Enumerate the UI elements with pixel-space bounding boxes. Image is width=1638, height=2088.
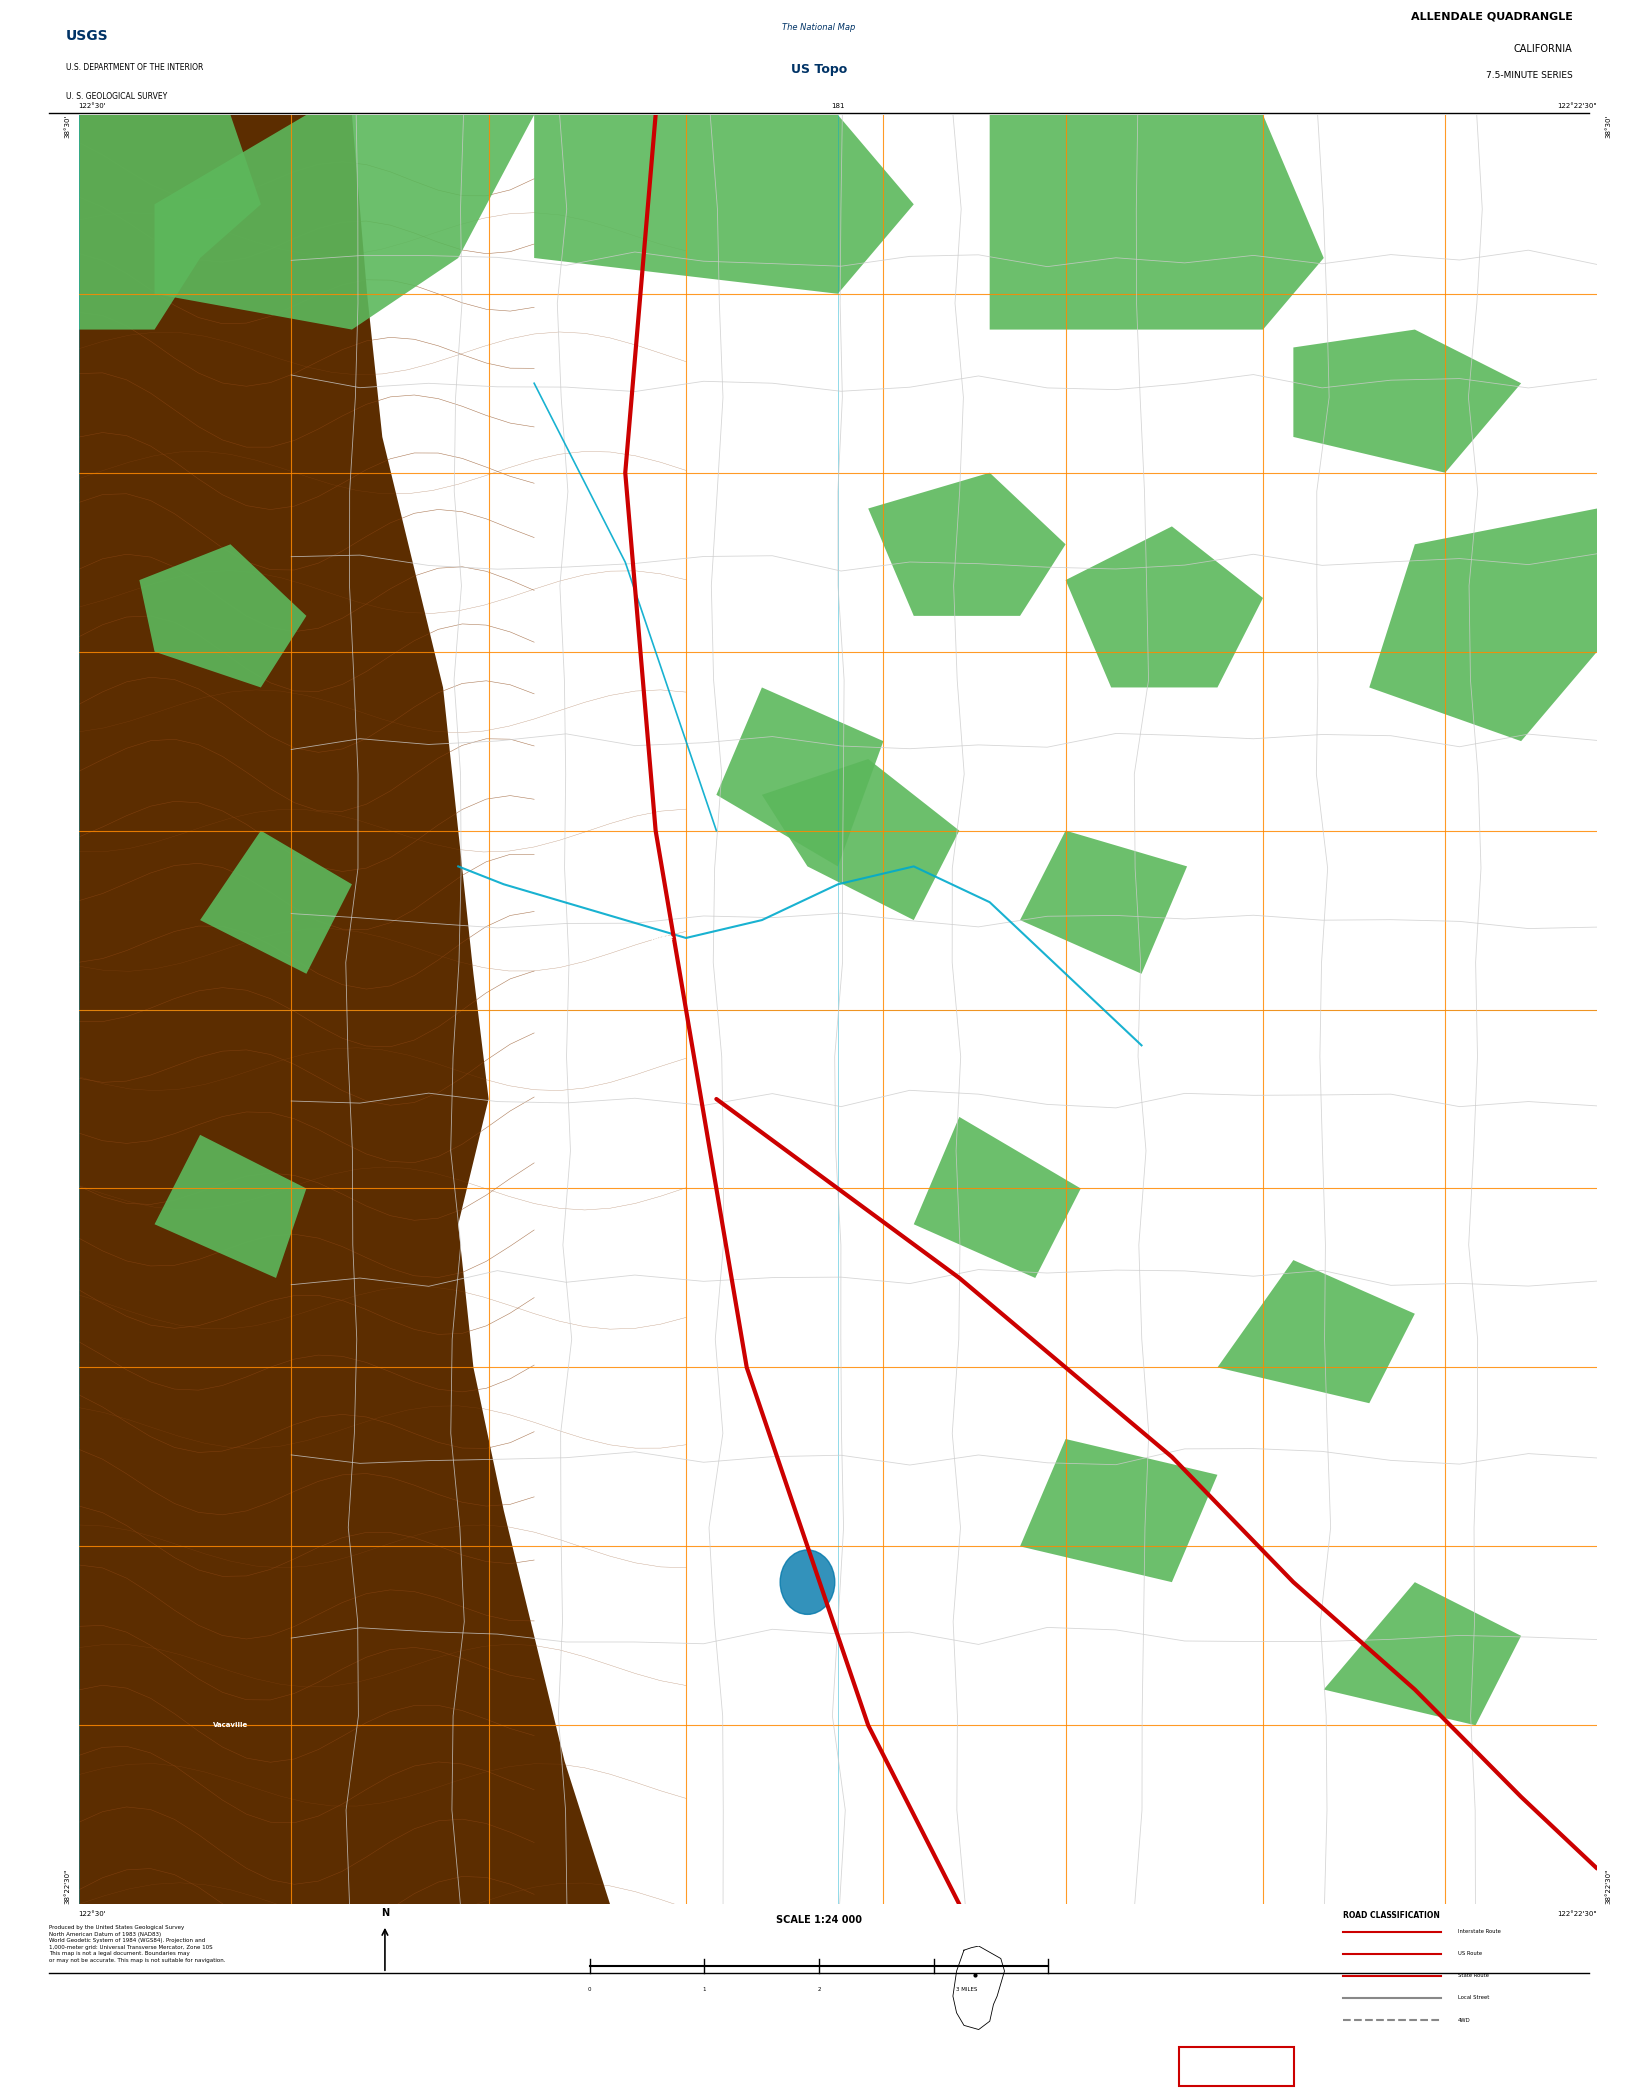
Polygon shape (1217, 1259, 1415, 1403)
Text: 1: 1 (703, 1988, 706, 1992)
Polygon shape (154, 115, 534, 330)
Text: Local Street: Local Street (1458, 1996, 1489, 2000)
Polygon shape (200, 831, 352, 973)
Bar (1179, 2046, 1294, 2086)
Text: The National Map: The National Map (783, 23, 855, 31)
Polygon shape (79, 115, 609, 1904)
Text: Allendale: Allendale (637, 935, 675, 942)
Polygon shape (79, 115, 260, 330)
Text: 2: 2 (817, 1988, 821, 1992)
Polygon shape (534, 115, 914, 294)
Text: CALIFORNIA: CALIFORNIA (1514, 44, 1572, 54)
Polygon shape (989, 115, 1324, 330)
Polygon shape (139, 545, 306, 687)
Polygon shape (1369, 509, 1597, 741)
Text: 122°22'30": 122°22'30" (1558, 102, 1597, 109)
Polygon shape (868, 472, 1066, 616)
Text: State Route: State Route (1458, 1973, 1489, 1979)
Text: US Route: US Route (1458, 1952, 1482, 1956)
Text: USGS: USGS (66, 29, 108, 42)
Text: 38°22'30": 38°22'30" (64, 1869, 70, 1904)
Text: Produced by the United States Geological Survey
North American Datum of 1983 (NA: Produced by the United States Geological… (49, 1925, 226, 1963)
Text: 3 MILES: 3 MILES (955, 1988, 978, 1992)
Polygon shape (762, 760, 960, 921)
Text: 122°22'30": 122°22'30" (1558, 1911, 1597, 1917)
Text: ROAD CLASSIFICATION: ROAD CLASSIFICATION (1343, 1911, 1440, 1921)
Polygon shape (1294, 330, 1522, 472)
Circle shape (780, 1549, 835, 1614)
Polygon shape (914, 1117, 1081, 1278)
Text: 181: 181 (830, 102, 845, 109)
Text: 122°30': 122°30' (79, 1911, 106, 1917)
Polygon shape (1066, 526, 1263, 687)
Polygon shape (716, 687, 883, 867)
Text: Vacaville: Vacaville (213, 1723, 247, 1729)
Polygon shape (1020, 1439, 1217, 1583)
Text: U. S. GEOLOGICAL SURVEY: U. S. GEOLOGICAL SURVEY (66, 92, 167, 100)
Polygon shape (154, 1134, 306, 1278)
Text: 38°30': 38°30' (64, 115, 70, 138)
Text: 38°22'30": 38°22'30" (1605, 1869, 1612, 1904)
Text: 38°30': 38°30' (1605, 115, 1612, 138)
Text: 7.5-MINUTE SERIES: 7.5-MINUTE SERIES (1486, 71, 1572, 79)
Text: SCALE 1:24 000: SCALE 1:24 000 (776, 1915, 862, 1925)
Text: Interstate Route: Interstate Route (1458, 1929, 1500, 1933)
Polygon shape (1324, 1583, 1522, 1725)
Text: 122°30': 122°30' (79, 102, 106, 109)
Text: US Topo: US Topo (791, 63, 847, 75)
Polygon shape (1020, 831, 1188, 973)
Text: 0: 0 (588, 1988, 591, 1992)
Text: U.S. DEPARTMENT OF THE INTERIOR: U.S. DEPARTMENT OF THE INTERIOR (66, 63, 203, 73)
Text: N: N (382, 1908, 388, 1919)
Text: 4WD: 4WD (1458, 2017, 1471, 2023)
Text: ALLENDALE QUADRANGLE: ALLENDALE QUADRANGLE (1410, 13, 1572, 21)
